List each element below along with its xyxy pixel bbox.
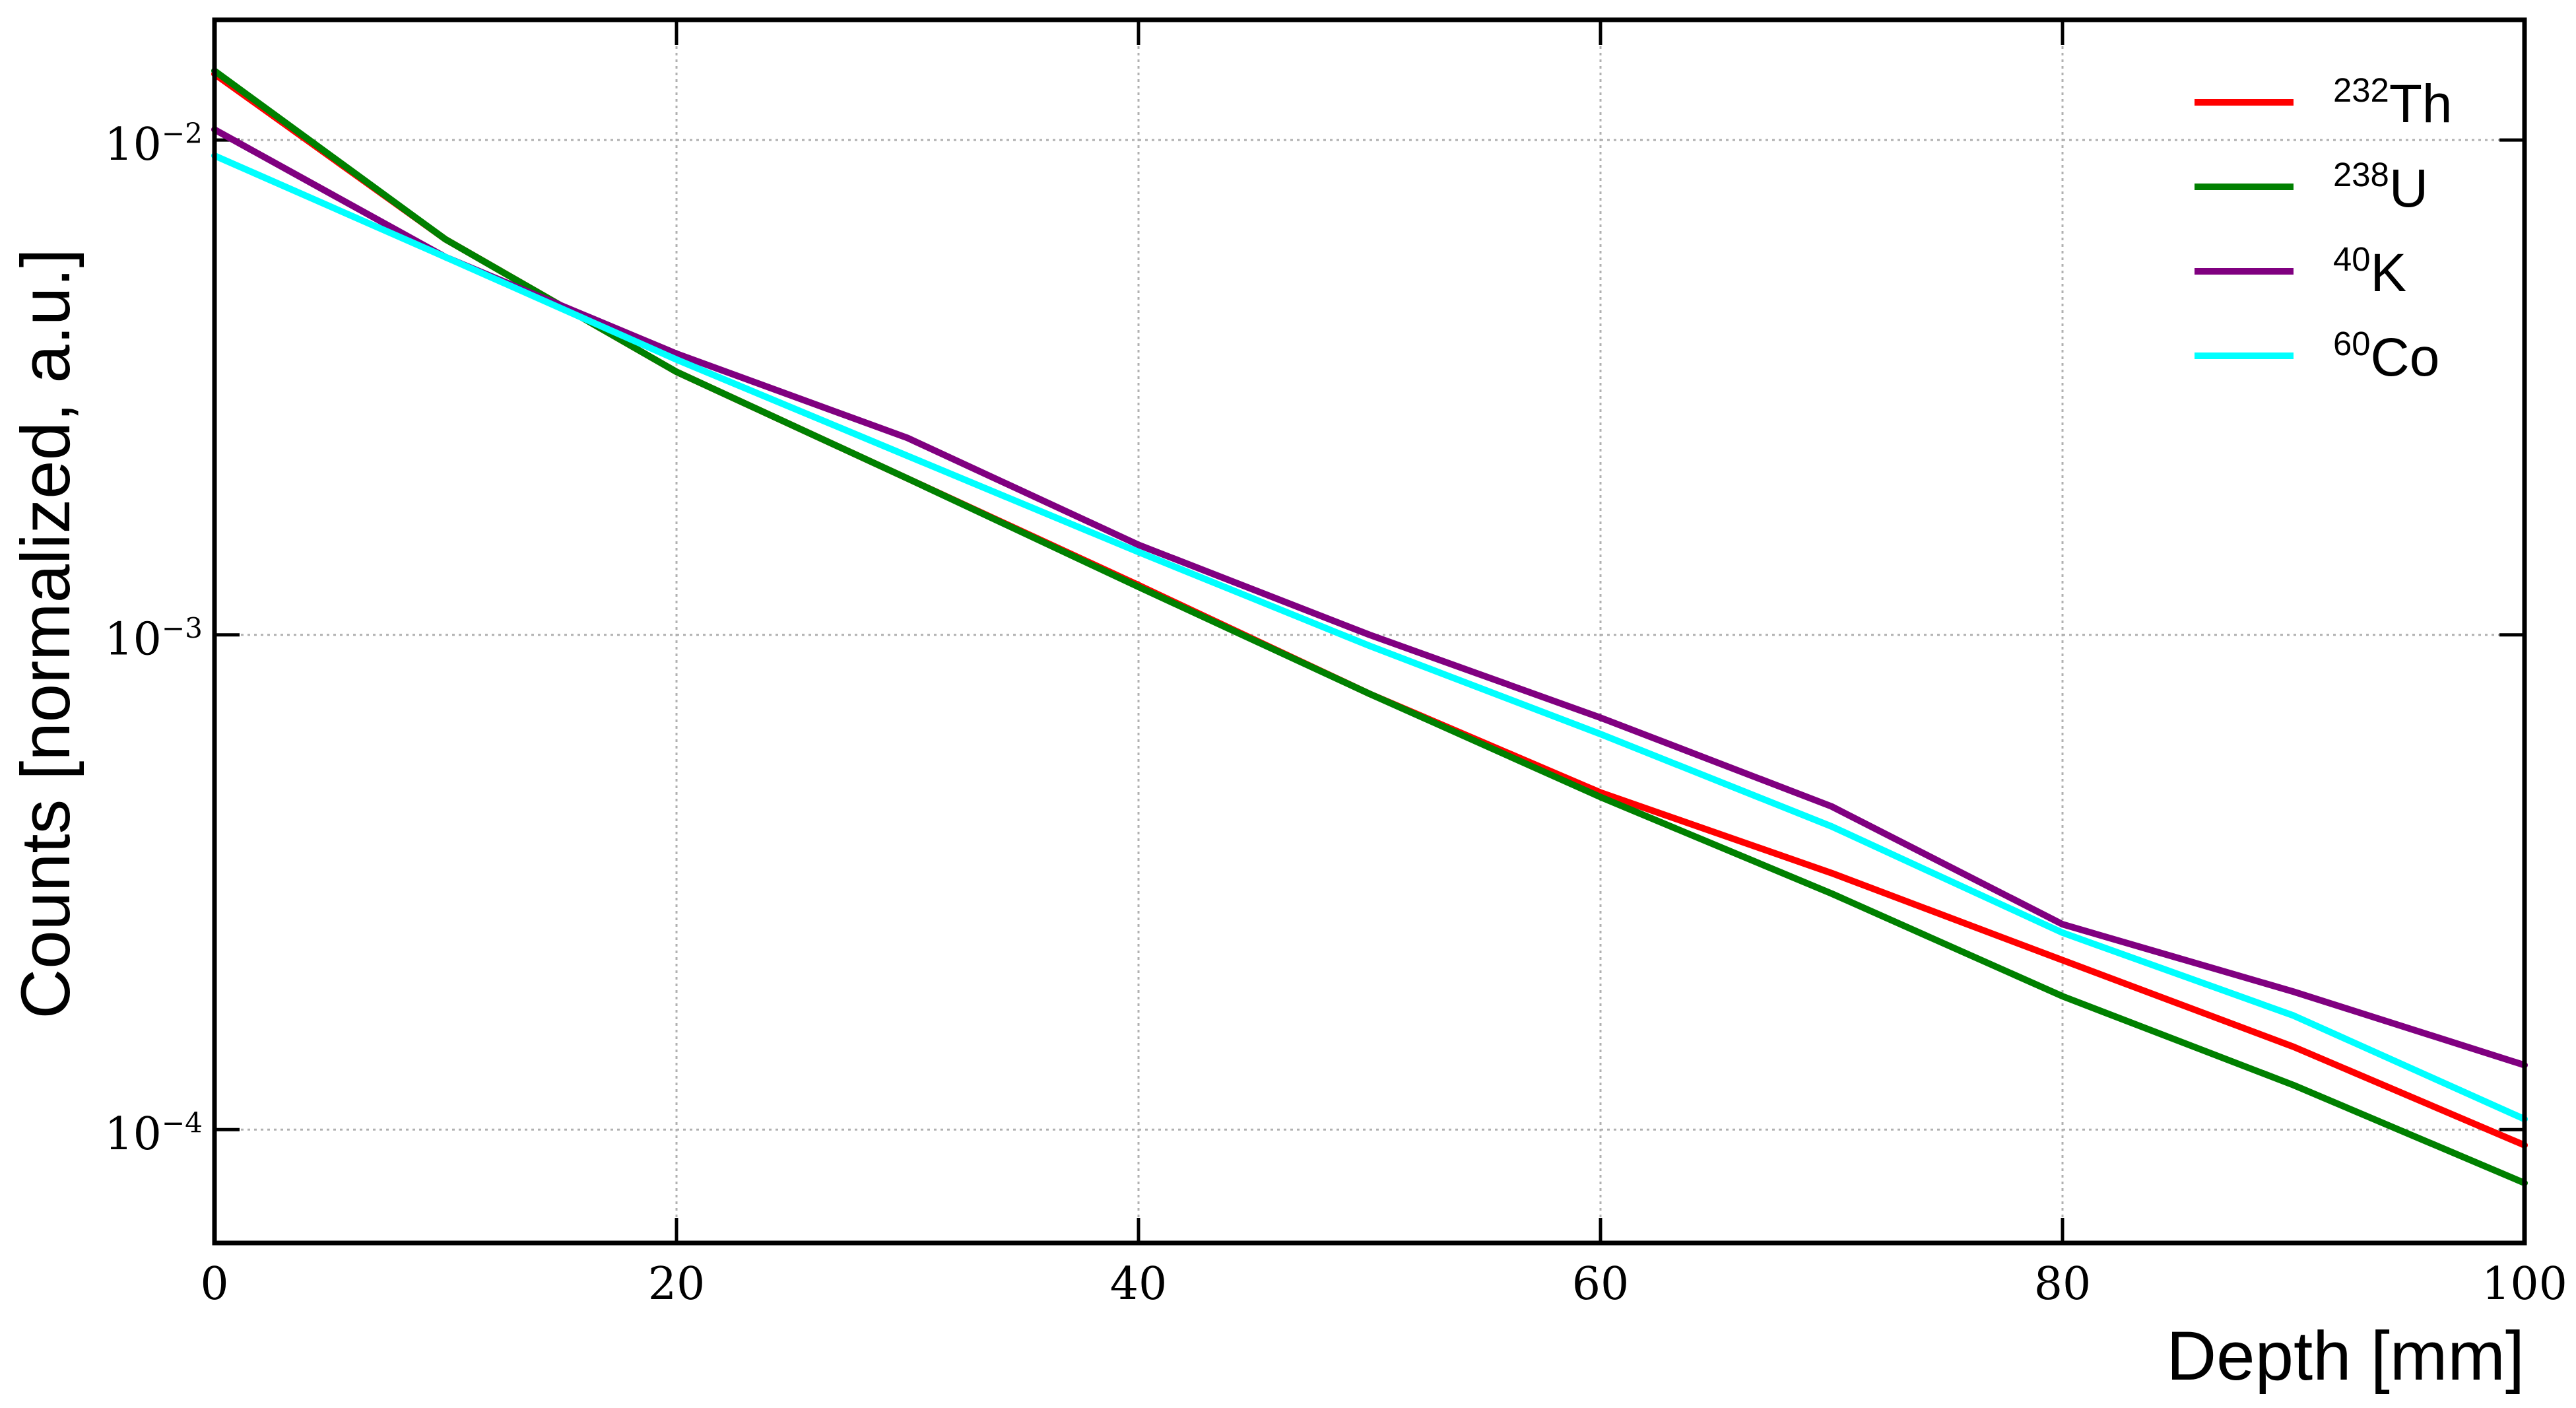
x-tick-label: 0 — [200, 1258, 228, 1310]
x-tick-label: 20 — [648, 1258, 706, 1310]
series-line — [211, 71, 2528, 1149]
legend-label: 238U — [2333, 156, 2428, 218]
y-tick-label: 10−4 — [104, 1106, 203, 1160]
y-tick-label: 10−3 — [104, 612, 203, 666]
series-line — [211, 67, 2528, 1187]
series-line — [211, 126, 2528, 1069]
y-tick-label: 10−2 — [104, 117, 203, 171]
y-axis-label: Counts [normalized, a.u.] — [7, 248, 84, 1019]
x-tick-label: 60 — [1572, 1258, 1630, 1310]
x-tick-label: 80 — [2034, 1258, 2092, 1310]
plot-frame — [212, 17, 2527, 1246]
x-axis-label: Depth [mm] — [2166, 1318, 2525, 1395]
x-tick-label: 100 — [2482, 1258, 2567, 1310]
legend-label: 60Co — [2333, 325, 2439, 387]
x-tick-label: 40 — [1110, 1258, 1168, 1310]
legend-label: 40K — [2333, 240, 2406, 303]
legend-label: 232Th — [2333, 71, 2453, 134]
series-line — [211, 152, 2528, 1123]
